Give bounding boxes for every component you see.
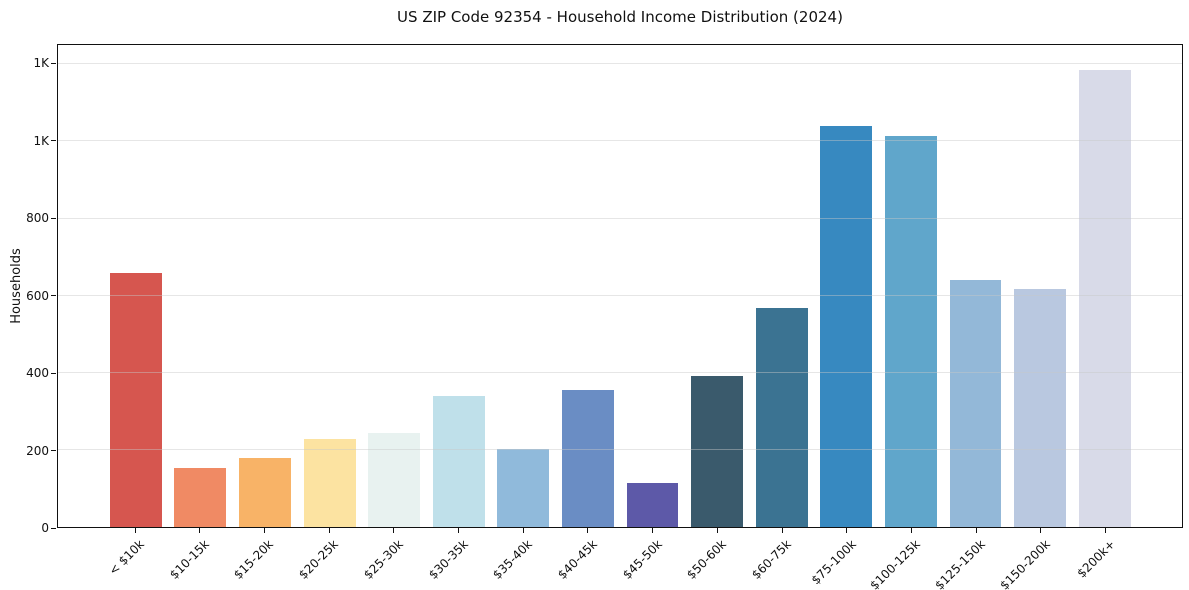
x-tick-mark <box>910 528 912 533</box>
bar-$60-75k <box>755 307 808 527</box>
bar-$125-150k <box>949 279 1002 527</box>
x-tick-mark <box>1040 528 1042 533</box>
gridline <box>58 63 1182 65</box>
bar-$200k+ <box>1078 69 1131 527</box>
x-tick-label: < $10k <box>106 537 147 578</box>
bar-$75-100k <box>820 126 873 527</box>
bar-$150-200k <box>1014 289 1066 527</box>
y-tick-label: 1K <box>33 133 49 148</box>
x-tick-mark <box>781 528 783 533</box>
y-axis-label: Households <box>9 248 24 324</box>
y-tick-mark <box>51 450 56 452</box>
gridline <box>58 217 1182 219</box>
x-tick-mark <box>975 528 977 533</box>
gridline <box>58 371 1182 373</box>
x-tick-mark <box>393 528 395 533</box>
plot-area <box>57 44 1183 528</box>
bar-$50-60k <box>691 376 744 527</box>
y-tick-mark <box>51 217 56 219</box>
y-tick-mark <box>51 62 56 64</box>
y-tick-mark <box>51 140 56 142</box>
gridline <box>58 294 1182 296</box>
bar-$35-40k <box>497 448 550 527</box>
y-tick-label: 1K <box>33 56 49 71</box>
y-tick-label: 0 <box>41 521 49 535</box>
x-tick-mark <box>587 528 589 533</box>
x-tick-mark <box>263 528 265 533</box>
gridline <box>58 448 1182 450</box>
y-tick-label: 400 <box>26 366 49 381</box>
x-tick-mark <box>1105 528 1106 533</box>
bar-$100-125k <box>884 135 937 527</box>
gridline <box>58 140 1182 142</box>
x-tick-mark <box>716 528 718 533</box>
bar-$25-30k <box>368 433 421 527</box>
y-tick-label: 600 <box>26 288 49 303</box>
x-tick-mark <box>522 528 524 533</box>
bar-$20-25k <box>303 438 356 527</box>
x-tick-mark <box>134 528 136 533</box>
y-tick-label: 200 <box>26 443 49 458</box>
y-tick-mark <box>51 295 56 297</box>
x-tick-mark <box>199 528 201 533</box>
y-tick-label: 800 <box>26 211 49 226</box>
x-tick-mark <box>846 528 848 533</box>
bar-$10-15k <box>174 468 227 527</box>
x-tick-mark <box>652 528 654 533</box>
bars <box>58 45 1182 527</box>
y-tick-mark <box>51 372 56 374</box>
x-tick-mark <box>458 528 459 533</box>
bar-$40-45k <box>562 389 614 527</box>
chart-title: US ZIP Code 92354 - Household Income Dis… <box>397 8 843 26</box>
bar-$15-20k <box>239 458 291 527</box>
gridlines <box>58 45 1182 527</box>
bar-$45-50k <box>626 483 679 527</box>
y-tick-mark <box>51 527 56 529</box>
x-tick-mark <box>328 528 330 533</box>
bar-$30-35k <box>432 395 485 527</box>
bar-< $10k <box>109 272 162 527</box>
